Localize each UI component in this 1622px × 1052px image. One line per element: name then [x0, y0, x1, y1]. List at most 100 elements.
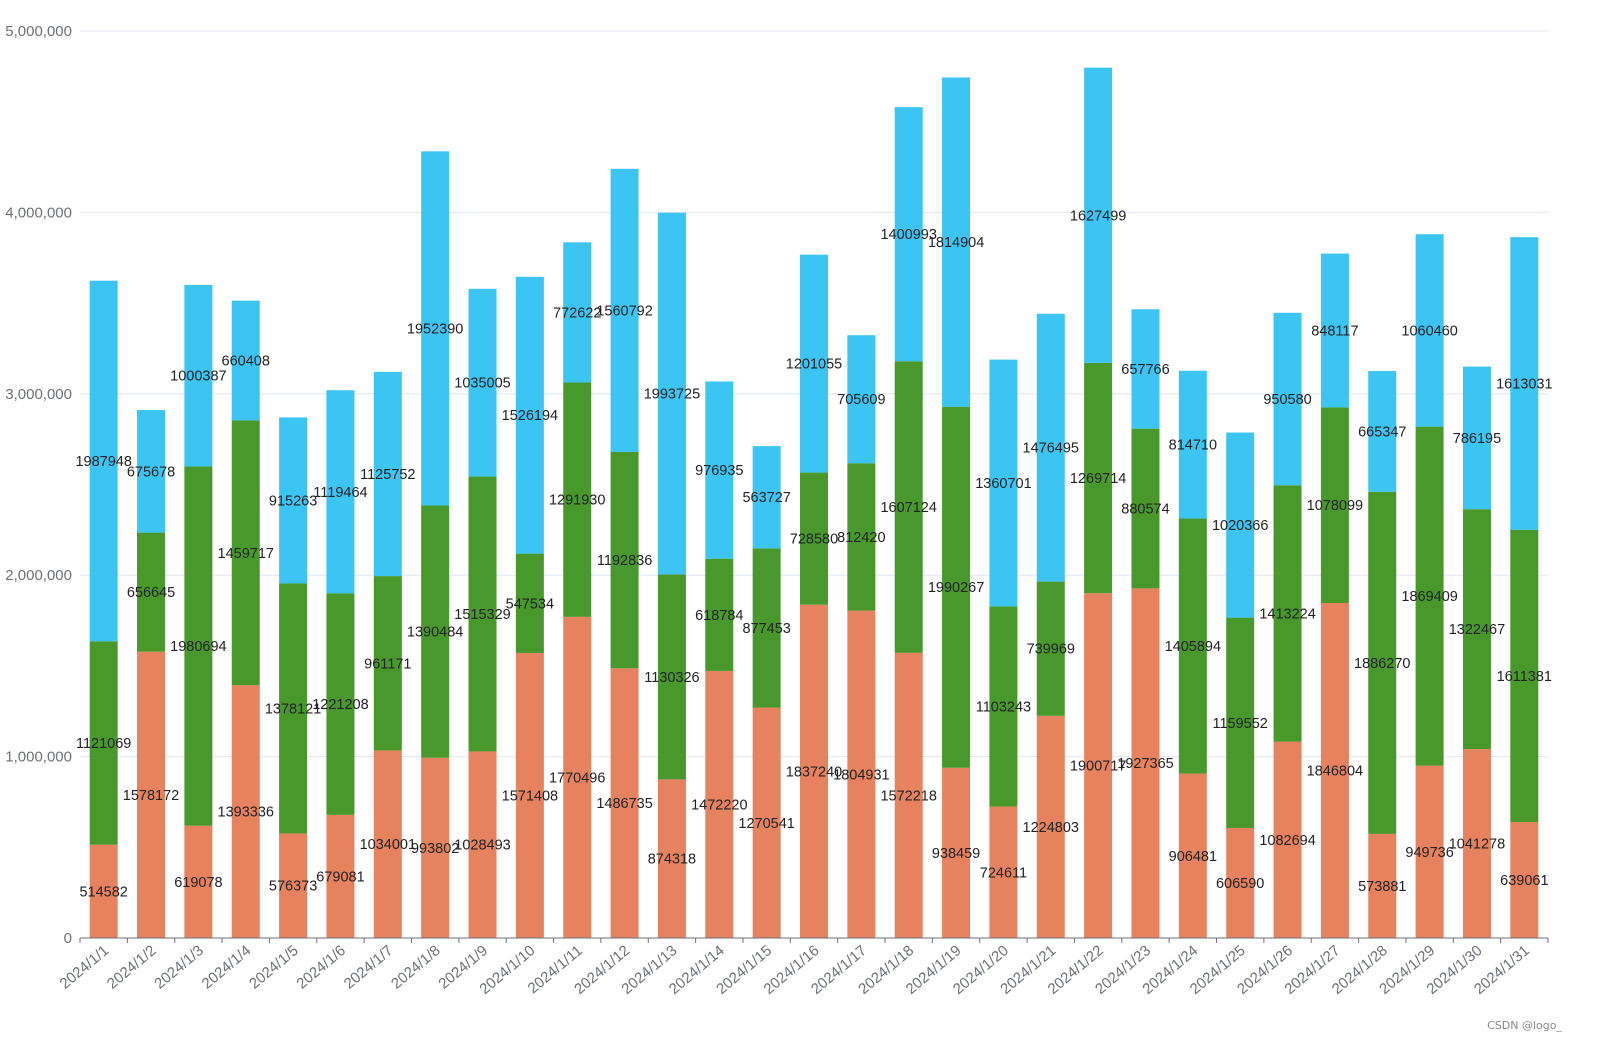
- bar-series-1: [1273, 741, 1302, 938]
- x-tick-label: 2024/1/1: [57, 942, 113, 993]
- data-label: 739969: [1027, 642, 1075, 658]
- bar-series-3: [563, 242, 592, 383]
- bar-series-2: [1462, 509, 1491, 750]
- y-tick-label: 0: [64, 930, 72, 947]
- data-label: 1103243: [976, 699, 1031, 715]
- bar-series-2: [1131, 428, 1160, 589]
- bar-series-1: [515, 652, 544, 938]
- data-label: 1578172: [123, 788, 179, 804]
- data-label: 1082694: [1259, 833, 1315, 849]
- bar-series-1: [231, 685, 260, 938]
- bar-series-1: [563, 616, 592, 938]
- bar-series-2: [1510, 529, 1539, 823]
- data-label: 1459717: [218, 546, 274, 562]
- data-label: 1405894: [1165, 639, 1221, 655]
- bar-series-2: [1273, 485, 1302, 742]
- bar-series-2: [515, 553, 544, 653]
- x-tick-label: 2024/1/6: [293, 942, 349, 993]
- bar-series-2: [1368, 491, 1397, 834]
- data-label: 1607124: [880, 500, 936, 516]
- data-label: 573881: [1358, 879, 1406, 895]
- data-label: 1837240: [786, 764, 842, 780]
- bar-series-1: [1131, 588, 1160, 938]
- bar-series-1: [989, 806, 1018, 938]
- bar-series-3: [752, 446, 781, 549]
- data-label: 1846804: [1307, 763, 1363, 779]
- data-label: 724611: [980, 865, 1027, 881]
- bar-series-3: [1226, 432, 1255, 618]
- data-label: 1980694: [170, 639, 226, 655]
- bar-series-1: [421, 757, 450, 938]
- y-tick-label: 3,000,000: [5, 386, 72, 403]
- data-label: 950580: [1263, 392, 1311, 408]
- y-axis: 0 1,000,000 2,000,000 3,000,000 4,000,000 5,0…: [5, 23, 72, 947]
- bar-series-2: [89, 641, 118, 845]
- data-label: 514582: [79, 884, 127, 900]
- data-label: 1378121: [265, 701, 321, 717]
- bar-series-3: [1084, 67, 1113, 363]
- data-label: 1041278: [1449, 837, 1505, 853]
- bar-series-1: [468, 751, 497, 938]
- data-label: 1000387: [170, 369, 226, 385]
- bar-series-3: [989, 359, 1018, 607]
- bar-series-3: [894, 107, 923, 362]
- bar-series-2: [894, 361, 923, 653]
- bar-series-1: [1462, 749, 1491, 938]
- data-label: 1322467: [1449, 622, 1505, 638]
- bar-series-2: [800, 472, 828, 605]
- bar-series-2: [1320, 407, 1349, 603]
- data-label: 618784: [695, 608, 743, 624]
- bar-series-1: [326, 814, 355, 938]
- bar-series-1: [1510, 822, 1539, 938]
- bar-series-3: [326, 390, 355, 594]
- data-label: 679081: [316, 869, 364, 885]
- data-label: 1291930: [549, 493, 605, 509]
- bar-series-1: [847, 610, 876, 938]
- data-label: 1192836: [597, 553, 652, 569]
- bar-series-1: [942, 767, 971, 938]
- data-label: 961171: [364, 656, 411, 672]
- bar-series-1: [800, 604, 828, 938]
- bar-series-2: [989, 606, 1018, 807]
- bar-series-3: [1462, 366, 1491, 510]
- data-label: 576373: [269, 879, 317, 895]
- bar-series-3: [1178, 370, 1207, 519]
- data-label: 1611381: [1497, 669, 1552, 685]
- data-label: 656645: [127, 585, 175, 601]
- bar-series-2: [847, 463, 876, 611]
- data-label: 1927365: [1117, 756, 1173, 772]
- data-label: 1125752: [360, 467, 415, 483]
- data-label: 1400993: [880, 227, 936, 243]
- data-label: 1121069: [76, 736, 131, 752]
- data-label: 1028493: [454, 838, 510, 854]
- bar-series-1: [1226, 827, 1255, 938]
- bar-series-2: [137, 532, 166, 652]
- data-label: 1572218: [880, 788, 936, 804]
- bar-series-3: [231, 300, 260, 421]
- watermark: CSDN @logo_: [1487, 1019, 1562, 1032]
- data-label: 1159552: [1213, 716, 1268, 732]
- data-label: 1020366: [1212, 518, 1268, 534]
- data-label: 1078099: [1307, 498, 1363, 514]
- data-label: 1060460: [1401, 323, 1457, 339]
- bar-series-3: [279, 417, 308, 584]
- bar-series-3: [1036, 313, 1065, 582]
- data-label: 949736: [1405, 845, 1453, 861]
- data-label: 874318: [648, 852, 696, 868]
- y-tick-label: 1,000,000: [5, 749, 72, 766]
- data-label: 1627499: [1070, 208, 1126, 224]
- bar-series-2: [1226, 617, 1255, 828]
- data-label: 976935: [695, 463, 743, 479]
- bar-series-3: [610, 168, 639, 452]
- bars: [89, 67, 1539, 938]
- data-label: 547534: [506, 596, 554, 612]
- data-label: 1224803: [1023, 820, 1079, 836]
- data-labels: 514582 1121069 1987948 1578172 656645 675678 6…: [75, 208, 1552, 900]
- bar-series-3: [184, 284, 213, 467]
- bar-series-1: [610, 668, 639, 938]
- bar-series-3: [847, 335, 876, 464]
- data-label: 1486735: [596, 796, 652, 812]
- y-tick-label: 2,000,000: [5, 567, 72, 584]
- bar-series-2: [279, 583, 308, 834]
- bar-series-2: [942, 406, 971, 768]
